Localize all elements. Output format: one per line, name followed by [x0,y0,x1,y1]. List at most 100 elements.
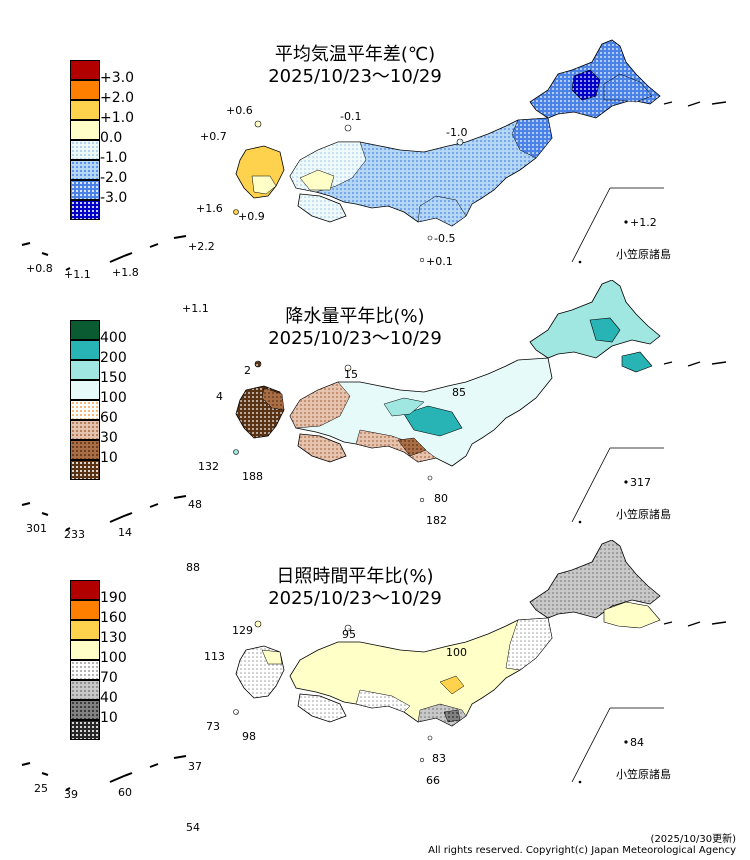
island-izu [427,235,433,241]
legend-label: 10 [100,710,118,726]
station-value: 48 [188,498,202,511]
ogasawara-inset-frame [571,707,664,783]
station-value: 95 [342,628,356,641]
island-izu [427,735,433,741]
kyushu-north [261,649,283,665]
island-yakushima [233,449,239,455]
legend-swatch [70,680,100,700]
station-value: -1.0 [446,126,468,139]
hokkaido-east [603,73,653,103]
station-value: 39 [64,788,78,801]
ogasawara-inset-frame [571,447,664,523]
station-value: 60 [118,786,132,799]
legend-label: 400 [100,330,127,346]
kuril-islands [663,361,727,367]
station-value: -0.5 [434,232,456,245]
chugoku-dry [289,381,351,429]
legend-label: +3.0 [100,70,134,86]
tohoku-cloudy [505,617,553,671]
station-value: +1.6 [196,202,223,215]
island-yakushima [233,709,239,715]
station-value: 73 [206,720,220,733]
legend-swatch [70,100,100,120]
island-chichijima [624,740,628,744]
ryukyu-islands [21,495,187,531]
legend-swatch [70,60,100,80]
island-tsushima [254,360,262,368]
ryukyu-islands [21,755,187,791]
japan-map [21,39,727,271]
island-hachijo [419,257,425,263]
station-value: +0.8 [26,262,53,275]
legend-swatch [70,320,100,340]
kuril-islands [663,621,727,627]
legend-swatch [70,180,100,200]
island-minamitorishima [578,520,582,524]
island-oki [344,624,352,632]
legend-swatch [70,160,100,180]
station-value: 188 [242,470,263,483]
island-minamitorishima [578,780,582,784]
map-title-period: 2025/10/23〜10/29 [268,328,442,349]
station-value: 98 [242,730,256,743]
island-izu [427,475,433,481]
island-oki [344,124,352,132]
legend-swatch [70,600,100,620]
station-value: +2.2 [188,240,215,253]
legend-label: +2.0 [100,90,134,106]
station-value: 129 [232,624,253,637]
island-yakushima [233,209,239,215]
ogasawara-label: 小笠原諸島 [616,248,671,261]
station-value: 4 [216,390,223,403]
station-value: 80 [434,492,448,505]
hokuriku-wet [403,405,463,437]
island-hachijo [419,497,425,503]
map-title: 日照時間平年比(%) 2025/10/23〜10/29 [210,566,500,610]
station-value: 182 [426,514,447,527]
legend-label: 200 [100,350,127,366]
legend-swatch [70,580,100,600]
precipitation-ratio-map-panel: 降水量平年比(%) 2025/10/23〜10/29 400 [0,280,750,574]
kinki-warm [299,169,335,191]
updated-date: (2025/10/30更新) [650,834,736,845]
kuril-islands [663,101,727,107]
station-value: 2 [244,364,251,377]
island-tsushima [254,620,262,628]
station-value: +0.7 [200,130,227,143]
legend-swatch [70,360,100,380]
island-hachijo [419,757,425,763]
legend-swatch [70,640,100,660]
map-title: 降水量平年比(%) 2025/10/23〜10/29 [210,306,500,350]
station-value: 15 [344,368,358,381]
honshu [289,617,553,727]
station-value: 83 [432,752,446,765]
kyushu-south [251,175,277,195]
station-value: 301 [26,522,47,535]
shikoku [297,433,347,463]
legend-swatch [70,440,100,460]
legend-label: 10 [100,450,118,466]
island-tsushima [254,120,262,128]
copyright: All rights reserved. Copyright(c) Japan … [428,845,736,856]
legend-label: -3.0 [100,190,128,206]
station-value: 85 [452,386,466,399]
map-title-period: 2025/10/23〜10/29 [268,66,442,87]
legend-swatch [70,140,100,160]
station-value: 113 [204,650,225,663]
station-value: 233 [64,528,85,541]
legend-swatch [70,400,100,420]
island-chichijima [624,220,628,224]
map-title-line1: 平均気温平年差(℃) [274,44,436,65]
legend-swatch [70,660,100,680]
kinki-cloudy [355,689,411,713]
ryukyu-islands [21,235,187,271]
kyushu-north [261,387,285,411]
tokai-dark [443,709,461,723]
island-minamitorishima [578,260,582,264]
legend-label: -1.0 [100,150,128,166]
station-value: +1.2 [630,216,657,229]
station-value: 14 [118,526,132,539]
map-title-line1: 日照時間平年比(%) [276,566,434,587]
footer: (2025/10/30更新) All rights reserved. Copy… [428,830,736,856]
legend-swatch [70,380,100,400]
